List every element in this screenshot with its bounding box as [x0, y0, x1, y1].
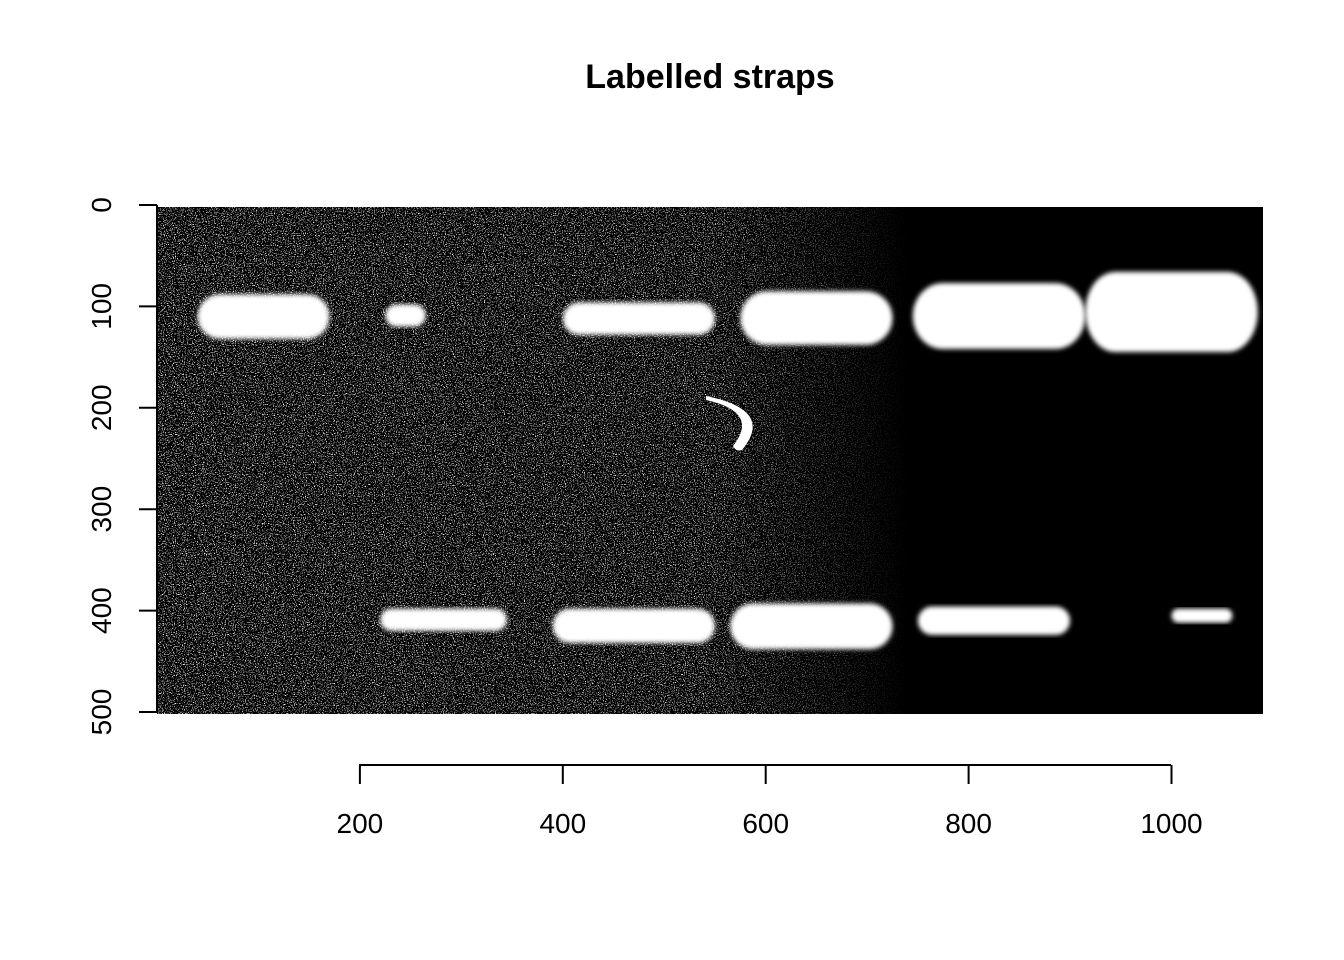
band — [552, 608, 715, 644]
band — [385, 304, 426, 327]
band — [380, 608, 508, 631]
x-tick-label: 400 — [539, 808, 586, 839]
band — [562, 302, 715, 335]
x-tick-label: 800 — [945, 808, 992, 839]
gel-image — [157, 207, 1263, 714]
arc-artifact — [706, 396, 753, 451]
y-axis: 0 100 200 300 400 500 — [86, 197, 158, 736]
y-tick-label: 400 — [86, 587, 117, 634]
y-tick-label: 300 — [86, 486, 117, 533]
x-tick-label: 1000 — [1140, 808, 1202, 839]
band — [917, 606, 1071, 635]
chart-title: Labelled straps — [585, 58, 835, 96]
band — [197, 294, 330, 339]
x-tick-label: 200 — [337, 808, 384, 839]
band — [730, 603, 893, 650]
y-tick-label: 200 — [86, 384, 117, 431]
band — [740, 291, 893, 345]
band — [1085, 271, 1258, 353]
band — [1171, 608, 1233, 623]
x-axis: 200 400 600 800 1000 — [337, 764, 1203, 839]
y-tick-label: 500 — [86, 689, 117, 736]
y-tick-label: 100 — [86, 283, 117, 330]
band — [912, 283, 1086, 349]
band-layer — [197, 271, 1258, 650]
x-tick-label: 600 — [742, 808, 789, 839]
y-tick-label: 0 — [86, 197, 117, 213]
